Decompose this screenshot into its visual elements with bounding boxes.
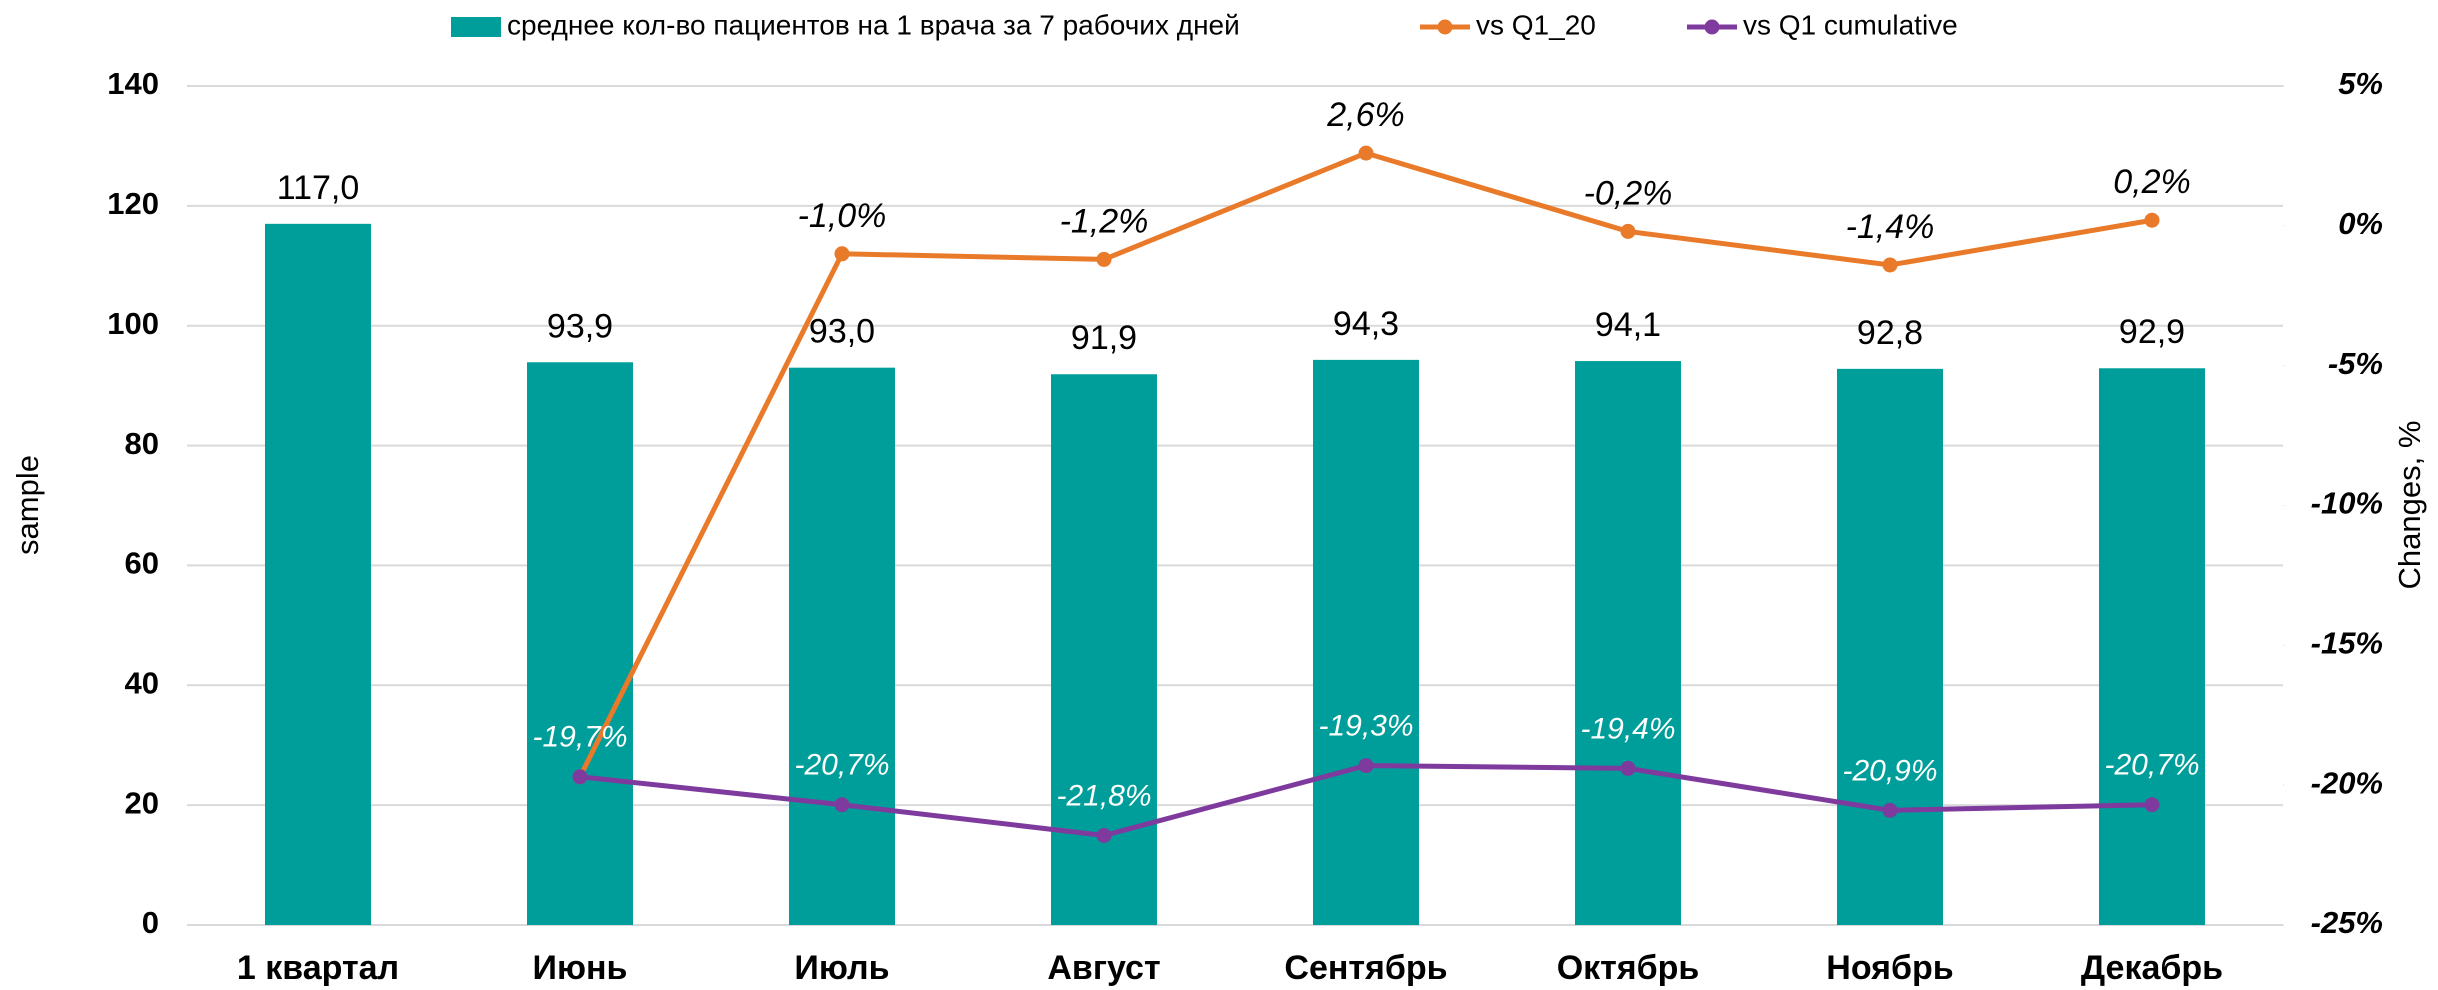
marker <box>834 246 850 262</box>
data-label: 93,0 <box>809 313 875 351</box>
bar <box>789 367 895 925</box>
y2-tick-label: -10% <box>2311 486 2383 521</box>
y-tick-label: 140 <box>107 66 159 101</box>
x-tick-label: Август <box>1047 949 1160 987</box>
legend-label: vs Q1_20 <box>1476 9 1596 40</box>
marker <box>1882 257 1898 273</box>
data-label: -1,4% <box>1846 208 1935 246</box>
data-label: -20,9% <box>1842 754 1937 787</box>
marker <box>2144 797 2160 813</box>
bar <box>1575 361 1681 925</box>
data-label: 91,9 <box>1071 319 1137 357</box>
marker <box>1358 758 1374 774</box>
marker <box>1620 223 1636 239</box>
data-label: -21,8% <box>1056 779 1151 812</box>
marker <box>572 769 588 785</box>
y-tick-label: 40 <box>125 665 159 700</box>
x-tick-label: Декабрь <box>2081 949 2223 987</box>
bar <box>1313 359 1419 926</box>
y2-tick-label: -20% <box>2311 765 2383 800</box>
x-tick-label: Июль <box>794 949 889 987</box>
y2-tick-label: -5% <box>2328 346 2383 381</box>
data-label: 117,0 <box>277 169 360 207</box>
data-label: -0,2% <box>1584 174 1673 212</box>
x-tick-label: Июнь <box>533 949 628 987</box>
x-tick-label: 1 квартал <box>237 949 399 987</box>
y-tick-label: 60 <box>125 546 159 581</box>
marker <box>1358 145 1374 161</box>
x-tick-label: Ноябрь <box>1826 949 1953 987</box>
y-tick-label: 20 <box>125 785 159 820</box>
legend-label: vs Q1 cumulative <box>1743 9 1958 40</box>
y2-tick-label: 0% <box>2338 206 2383 241</box>
legend-swatch <box>451 17 501 37</box>
bar <box>2099 368 2205 926</box>
y-tick-label: 120 <box>107 186 159 221</box>
data-label: -19,3% <box>1318 710 1413 743</box>
data-label: -1,0% <box>798 197 887 235</box>
data-label: 94,3 <box>1333 305 1399 343</box>
y2-tick-label: 5% <box>2338 66 2383 101</box>
x-tick-label: Октябрь <box>1557 949 1700 987</box>
marker <box>1096 828 1112 844</box>
data-label: 94,1 <box>1595 306 1661 344</box>
y-tick-label: 80 <box>125 426 159 461</box>
legend-swatch <box>1437 19 1453 35</box>
y-axis-title: sample <box>10 455 45 555</box>
bar <box>265 223 371 926</box>
data-label: -19,4% <box>1580 712 1675 745</box>
data-label: 2,6% <box>1326 96 1405 134</box>
marker <box>2144 212 2160 228</box>
data-label: 92,9 <box>2119 313 2185 351</box>
data-label: -19,7% <box>532 721 627 754</box>
data-label: -20,7% <box>2104 749 2199 782</box>
y-tick-label: 0 <box>142 905 159 940</box>
marker <box>1882 802 1898 818</box>
y2-tick-label: -15% <box>2311 626 2383 661</box>
bar <box>1837 368 1943 925</box>
legend-label: среднее кол-во пациентов на 1 врача за 7… <box>507 9 1240 40</box>
y-tick-label: 100 <box>107 306 159 341</box>
marker <box>834 797 850 813</box>
marker <box>1096 251 1112 267</box>
y2-axis-title: Changes, % <box>2392 421 2427 590</box>
data-label: 93,9 <box>547 307 613 345</box>
data-label: -20,7% <box>794 749 889 782</box>
x-tick-label: Сентябрь <box>1284 949 1447 987</box>
data-label: 0,2% <box>2113 163 2191 201</box>
bar <box>527 362 633 925</box>
legend-swatch <box>1704 19 1720 35</box>
marker <box>1620 760 1636 776</box>
data-label: -1,2% <box>1060 202 1149 240</box>
y2-tick-label: -25% <box>2311 905 2383 940</box>
data-label: 92,8 <box>1857 314 1923 352</box>
